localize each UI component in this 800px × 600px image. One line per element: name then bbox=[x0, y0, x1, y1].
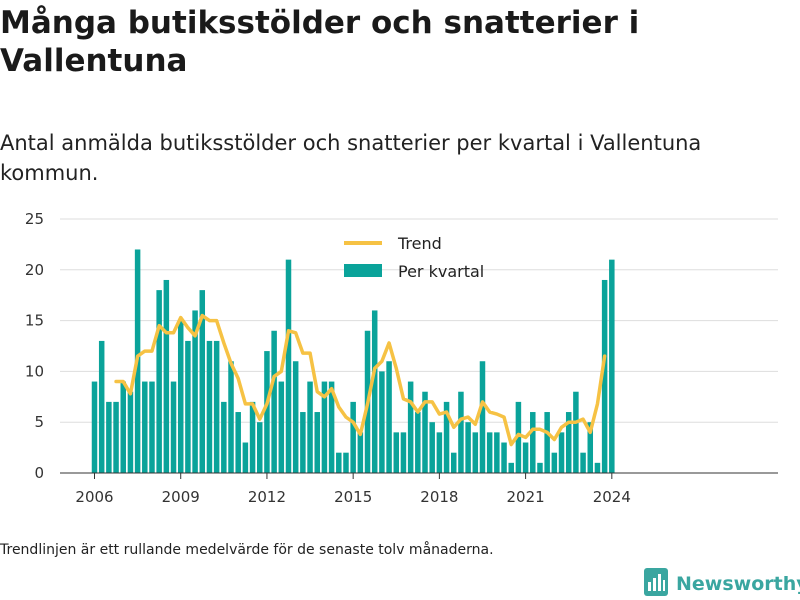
bar bbox=[242, 442, 249, 473]
chart-subtitle: Antal anmälda butiksstölder och snatteri… bbox=[0, 131, 702, 185]
bar bbox=[422, 391, 428, 473]
bar bbox=[515, 401, 522, 473]
chart-title: Många butiksstölder och snatterier i Val… bbox=[0, 5, 640, 79]
bar bbox=[264, 351, 270, 473]
trend-series bbox=[114, 313, 607, 447]
newsworthy-logo-icon bbox=[644, 568, 668, 600]
bar bbox=[486, 432, 493, 473]
bar bbox=[192, 310, 198, 473]
bar bbox=[594, 462, 601, 473]
legend-trend-label: Trend bbox=[397, 234, 442, 253]
x-tick-label: 2009 bbox=[162, 488, 200, 506]
bar bbox=[271, 330, 277, 473]
bar bbox=[472, 432, 479, 473]
chart-svg: 0 5 10 15 20 25 2006 2009 2012 2015 2018 2021 2024 T… bbox=[25, 210, 778, 506]
bar bbox=[415, 412, 421, 473]
bar bbox=[321, 381, 328, 473]
bar bbox=[400, 432, 407, 473]
bar bbox=[307, 381, 313, 473]
bar bbox=[436, 432, 443, 473]
bar bbox=[91, 381, 98, 473]
bar bbox=[458, 391, 464, 473]
bar bbox=[407, 381, 414, 473]
bar bbox=[156, 290, 162, 473]
x-tick-label: 2021 bbox=[507, 488, 545, 506]
bar bbox=[228, 361, 234, 473]
bar bbox=[113, 401, 119, 473]
bar bbox=[371, 310, 378, 473]
bar bbox=[199, 290, 206, 473]
trend-line bbox=[114, 313, 607, 447]
bar bbox=[170, 381, 177, 473]
bar bbox=[98, 340, 105, 473]
bar bbox=[235, 412, 241, 473]
bar bbox=[530, 412, 536, 473]
bar bbox=[249, 401, 256, 473]
bar bbox=[386, 361, 392, 473]
bar bbox=[350, 401, 356, 473]
bar bbox=[544, 412, 550, 473]
bar bbox=[106, 401, 112, 473]
x-tick-label: 2012 bbox=[248, 488, 286, 506]
x-tick-label: 2006 bbox=[75, 488, 113, 506]
y-tick-label: 25 bbox=[25, 210, 44, 228]
bar bbox=[551, 452, 558, 473]
bar bbox=[580, 452, 586, 473]
bar bbox=[300, 412, 306, 473]
y-tick-label: 20 bbox=[25, 261, 44, 279]
bar bbox=[573, 391, 579, 473]
bar bbox=[142, 381, 148, 473]
bar bbox=[587, 422, 594, 473]
bar bbox=[221, 401, 227, 473]
bar bbox=[120, 381, 126, 473]
bar bbox=[206, 340, 213, 473]
legend-bar-label: Per kvartal bbox=[398, 262, 484, 281]
footnote: Trendlinjen är ett rullande medelvärde f… bbox=[0, 542, 494, 558]
bar bbox=[565, 412, 572, 473]
y-tick-label: 5 bbox=[34, 413, 44, 431]
x-tick-label: 2018 bbox=[420, 488, 458, 506]
bar bbox=[213, 340, 220, 473]
bar-series bbox=[91, 249, 615, 473]
bar bbox=[292, 361, 299, 473]
bar bbox=[149, 381, 155, 473]
y-tick-label: 10 bbox=[25, 362, 44, 380]
bar bbox=[328, 381, 335, 473]
bar bbox=[379, 371, 385, 473]
bar bbox=[501, 442, 507, 473]
bar bbox=[601, 279, 608, 473]
bar bbox=[163, 279, 170, 473]
x-tick-label: 2015 bbox=[334, 488, 372, 506]
bar bbox=[479, 361, 486, 473]
bar bbox=[522, 442, 529, 473]
bar bbox=[185, 340, 191, 473]
bar bbox=[314, 412, 320, 473]
bar bbox=[127, 391, 134, 473]
legend: Trend Per kvartal bbox=[344, 234, 484, 281]
bar bbox=[285, 259, 292, 473]
bar bbox=[443, 401, 450, 473]
bar bbox=[357, 432, 364, 473]
bar bbox=[465, 422, 471, 473]
brand-name: Newsworthy bbox=[676, 573, 800, 595]
brand[interactable]: Newsworthy bbox=[644, 568, 800, 600]
bar bbox=[257, 422, 263, 473]
bar bbox=[537, 462, 543, 473]
y-tick-label: 0 bbox=[34, 464, 44, 482]
axes: 0 5 10 15 20 25 2006 2009 2012 2015 2018 2021 2024 bbox=[25, 210, 778, 506]
x-tick-label: 2024 bbox=[593, 488, 631, 506]
bar bbox=[336, 452, 342, 473]
bar bbox=[429, 422, 435, 473]
bar bbox=[278, 381, 285, 473]
bar bbox=[177, 320, 184, 473]
bar bbox=[508, 462, 514, 473]
bar bbox=[393, 432, 400, 473]
legend-bar-swatch bbox=[344, 264, 382, 277]
bar bbox=[343, 452, 349, 473]
bar bbox=[609, 259, 615, 473]
y-tick-label: 15 bbox=[25, 312, 44, 330]
bar bbox=[451, 452, 457, 473]
bar bbox=[558, 432, 565, 473]
bar bbox=[494, 432, 500, 473]
